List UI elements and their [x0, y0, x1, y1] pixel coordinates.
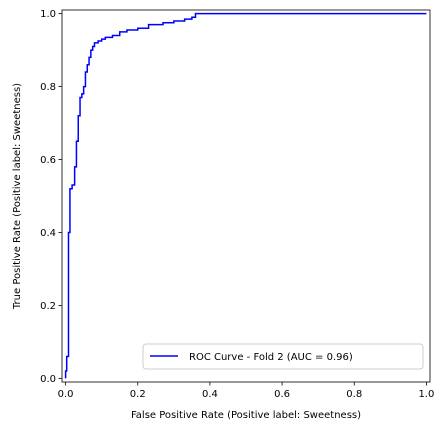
y-tick-label: 0.0	[40, 374, 56, 385]
plot-area	[64, 12, 427, 379]
legend-entry-label: ROC Curve - Fold 2 (AUC = 0.96)	[189, 352, 353, 363]
axes-frame	[61, 9, 431, 383]
y-tick-label: 1.0	[40, 9, 56, 20]
y-tick-label: 0.6	[40, 155, 56, 166]
x-axis-ticks: 0.0 0.2 0.4 0.6 0.8 1.0	[58, 382, 434, 400]
x-tick-label: 0.0	[58, 389, 74, 400]
x-tick-label: 0.8	[346, 389, 362, 400]
y-tick-label: 0.2	[40, 301, 56, 312]
legend: ROC Curve - Fold 2 (AUC = 0.96)	[142, 343, 424, 370]
x-axis-label: False Positive Rate (Positive label: Swe…	[131, 410, 361, 421]
x-tick-label: 0.4	[202, 389, 218, 400]
y-axis-ticks: 0.0 0.2 0.4 0.6 0.8 1.0	[40, 9, 62, 385]
legend-box	[142, 343, 424, 370]
axes	[61, 9, 431, 383]
x-tick-label: 0.2	[130, 389, 146, 400]
y-tick-label: 0.8	[40, 82, 56, 93]
x-tick-label: 0.6	[274, 389, 290, 400]
y-tick-label: 0.4	[40, 228, 56, 239]
roc-curve-series-0	[64, 12, 427, 379]
x-tick-label: 1.0	[418, 389, 434, 400]
y-axis-label: True Positive Rate (Positive label: Swee…	[12, 83, 23, 310]
